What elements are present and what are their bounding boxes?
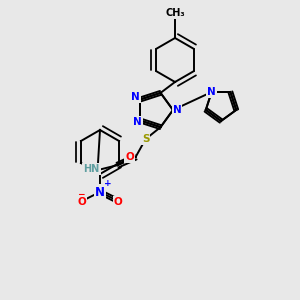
Text: N: N: [133, 117, 142, 127]
Text: O: O: [125, 152, 134, 162]
Text: N: N: [207, 87, 216, 97]
Text: N: N: [172, 105, 182, 115]
Text: CH₃: CH₃: [165, 8, 185, 18]
Text: S: S: [142, 134, 149, 144]
Text: O: O: [78, 197, 86, 207]
Text: N: N: [131, 92, 140, 102]
Text: −: −: [77, 190, 85, 199]
Text: O: O: [114, 197, 122, 207]
Text: +: +: [104, 179, 112, 188]
Text: N: N: [95, 185, 105, 199]
Text: HN: HN: [83, 164, 100, 174]
